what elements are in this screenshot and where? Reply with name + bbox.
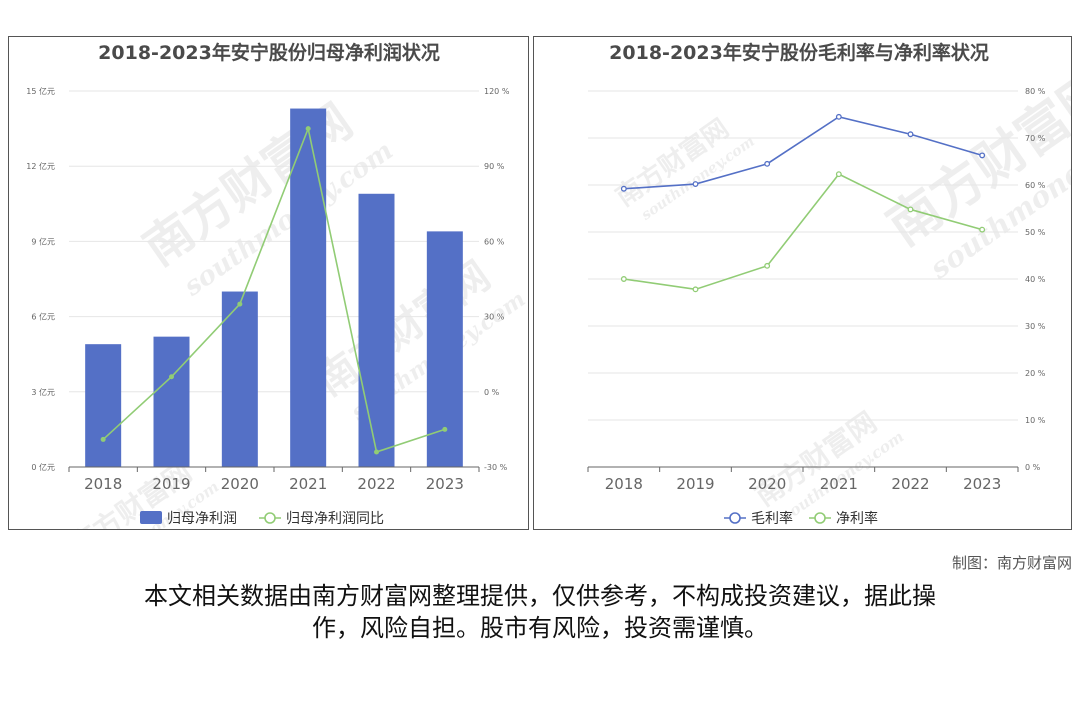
left-y-tick-label: 3 亿元 xyxy=(31,387,55,397)
x-tick-label: 2023 xyxy=(426,475,464,493)
series-line xyxy=(623,115,983,190)
series-point xyxy=(979,152,986,159)
line-series xyxy=(100,125,448,455)
yoy-line xyxy=(102,125,446,453)
watermark: 南方财富网southmoney.com南方财富网southmoney.com南方… xyxy=(610,59,1071,526)
x-axis: 2018 2019 2020 2021 2022 2023 xyxy=(587,466,1019,493)
left-y-tick-label: 6 亿元 xyxy=(31,312,55,322)
right-y-tick-label: 30 % xyxy=(1025,322,1046,331)
margin-chart-panel: 南方财富网 southmoney.com 南方财富网 southmoney.com 南方… xyxy=(533,36,1072,530)
left-y-tick-label: 9 亿元 xyxy=(31,236,55,246)
right-y-tick-label: 60 % xyxy=(1025,181,1046,190)
margin-chart: 南方财富网southmoney.com南方财富网southmoney.com南方… xyxy=(587,41,1071,527)
right-y-tick-label: 50 % xyxy=(1025,228,1046,237)
right-y-tick-label: -30 % xyxy=(484,463,508,472)
series-point xyxy=(620,185,627,192)
right-y-tick-label: 0 % xyxy=(484,388,500,397)
chart-title: 2018-2023年安宁股份毛利率与净利率状况 xyxy=(609,41,989,64)
x-tick-label: 2018 xyxy=(84,475,122,493)
series-point xyxy=(835,171,842,178)
x-axis: 2018 2019 2020 2021 2022 2023 xyxy=(68,466,480,493)
x-tick-label: 2020 xyxy=(221,475,259,493)
x-tick-label: 2021 xyxy=(289,475,327,493)
left-y-tick-label: 12 亿元 xyxy=(26,161,55,171)
series-point xyxy=(979,226,986,233)
x-tick-label: 2022 xyxy=(891,475,929,493)
right-y-tick-label: 0 % xyxy=(1025,463,1041,472)
right-y-tick-label: 40 % xyxy=(1025,275,1046,284)
chart-title: 2018-2023年安宁股份归母净利润状况 xyxy=(98,41,440,64)
legend-label: 归母净利润 xyxy=(167,510,237,527)
series-point xyxy=(907,131,914,138)
chart-credit: 制图：南方财富网 xyxy=(951,554,1072,572)
x-tick-label: 2023 xyxy=(963,475,1001,493)
disclaimer: 本文相关数据由南方财富网整理提供，仅供参考，不构成投资建议，据此操 作，风险自担… xyxy=(60,580,1020,644)
right-y-tick-label: 70 % xyxy=(1025,134,1046,143)
net-profit-chart-panel: 南方财富网southmoney.com南方财富网southmoney.com南方… xyxy=(8,36,529,530)
right-y-tick-label: 30 % xyxy=(484,313,505,322)
x-tick-label: 2019 xyxy=(152,475,190,493)
left-y-tick-label: 15 亿元 xyxy=(26,86,55,96)
yoy-point xyxy=(374,449,379,455)
yoy-point xyxy=(442,426,448,432)
series-point xyxy=(692,181,699,188)
right-y-tick-label: 90 % xyxy=(484,162,505,171)
bar xyxy=(358,193,395,468)
left-y-axis-ticks: 0 亿元 3 亿元 6 亿元 9 亿元 12 亿元 15 亿元 xyxy=(26,86,55,472)
line-series xyxy=(620,113,986,293)
right-y-axis-ticks: -30 % 0 % 30 % 60 % 90 % 120 % xyxy=(484,87,510,472)
right-y-tick-label: 20 % xyxy=(1025,369,1046,378)
right-y-axis-ticks: 0 % 10 % 20 % 30 % 40 % 50 % 60 % 70 % 80 % xyxy=(1025,87,1046,472)
x-tick-label: 2020 xyxy=(748,475,786,493)
bar-series xyxy=(85,108,463,468)
x-tick-label: 2018 xyxy=(605,475,643,493)
x-tick-label: 2019 xyxy=(676,475,714,493)
bar xyxy=(290,108,327,468)
yoy-point xyxy=(237,301,243,307)
net-profit-chart: 南方财富网southmoney.com南方财富网southmoney.com南方… xyxy=(26,41,528,529)
x-tick-label: 2022 xyxy=(357,475,395,493)
legend-label: 毛利率 xyxy=(751,510,793,527)
left-y-tick-label: 0 亿元 xyxy=(31,462,55,472)
right-y-tick-label: 60 % xyxy=(484,237,505,246)
legend[interactable]: 毛利率 净利率 xyxy=(724,510,878,527)
bar xyxy=(153,336,190,467)
series-point xyxy=(835,113,842,120)
yoy-point xyxy=(305,126,311,132)
legend-label: 归母净利润同比 xyxy=(286,510,384,527)
series-point xyxy=(764,262,771,269)
series-point xyxy=(764,160,771,167)
series-point xyxy=(620,276,627,282)
series-point xyxy=(692,286,699,293)
legend-label: 净利率 xyxy=(836,510,878,527)
legend[interactable]: 归母净利润 归母净利润同比 xyxy=(140,510,384,527)
yoy-point xyxy=(100,436,106,442)
legend-swatch-bar xyxy=(140,511,162,524)
series-line xyxy=(623,173,983,291)
series-point xyxy=(907,206,914,213)
legend-swatch-marker xyxy=(264,512,276,524)
disclaimer-line-2: 作，风险自担。股市有风险，投资需谨慎。 xyxy=(312,614,768,642)
bar xyxy=(221,291,258,467)
right-y-tick-label: 80 % xyxy=(1025,87,1046,96)
legend-swatch-marker xyxy=(729,512,741,524)
right-y-tick-label: 10 % xyxy=(1025,416,1046,425)
yoy-point xyxy=(169,374,174,380)
bar xyxy=(85,344,122,467)
right-y-tick-label: 120 % xyxy=(484,87,510,96)
legend-swatch-marker xyxy=(814,512,826,524)
disclaimer-line-1: 本文相关数据由南方财富网整理提供，仅供参考，不构成投资建议，据此操 xyxy=(144,582,936,610)
x-tick-label: 2021 xyxy=(820,475,858,493)
